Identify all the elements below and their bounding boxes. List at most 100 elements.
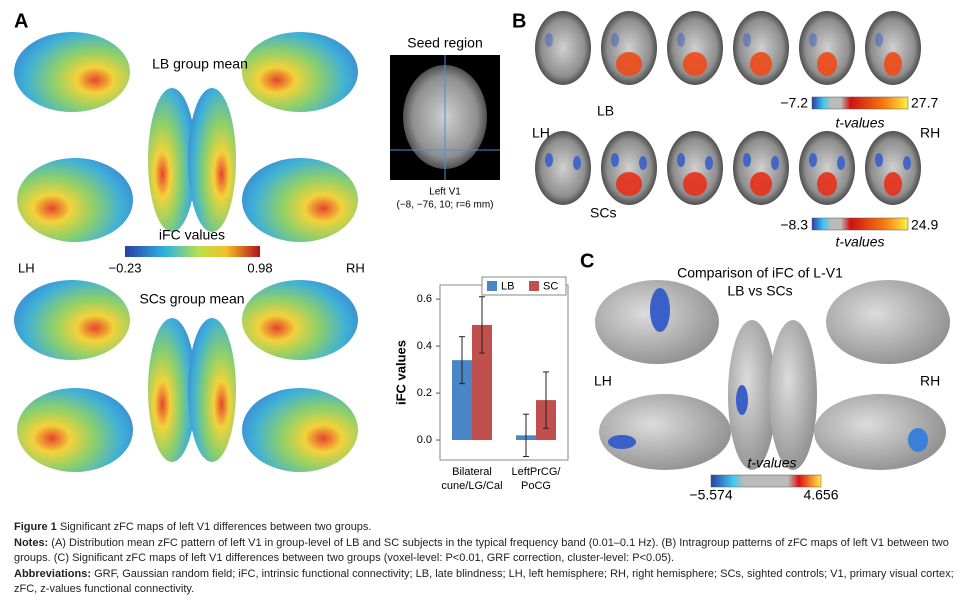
bar-chart: 0.0 0.2 0.4 0.6 iFC values Bilateral cune/LG/C…	[393, 276, 569, 492]
brain	[188, 88, 236, 232]
legend-label: SC	[543, 280, 558, 292]
group-title: SCs group mean	[139, 291, 244, 307]
cluster	[608, 435, 636, 449]
colorbar	[125, 246, 260, 257]
activation	[903, 156, 911, 170]
colorbar-max: 4.656	[803, 487, 838, 503]
activation	[875, 153, 883, 167]
caption-abbreviations: Abbreviations: GRF, Gaussian random fiel…	[14, 567, 954, 598]
figure-title: Significant zFC maps of left V1 differen…	[59, 521, 372, 533]
colorbar	[811, 217, 909, 231]
slice	[799, 131, 855, 205]
brain	[17, 158, 133, 242]
hemisphere-label: LH	[532, 125, 550, 141]
hemisphere-label: RH	[920, 125, 940, 141]
brain	[769, 320, 817, 470]
brain	[599, 394, 731, 470]
legend-swatch	[487, 281, 497, 291]
slice	[601, 131, 657, 205]
slice	[535, 11, 591, 85]
activation	[875, 33, 883, 47]
hemisphere-label: LH	[18, 260, 35, 275]
activation	[677, 33, 685, 47]
cluster	[650, 288, 670, 332]
group-label: SCs	[590, 205, 616, 221]
x-tick-label: PoCG	[521, 480, 551, 492]
brain	[242, 32, 358, 112]
caption: Figure 1 Significant zFC maps of left V1…	[14, 520, 954, 598]
legend-label: LB	[501, 280, 514, 292]
axial-slices	[535, 11, 921, 205]
panel-label: C	[580, 250, 594, 272]
x-tick-label: cune/LG/Cal	[441, 480, 502, 492]
cluster	[736, 385, 748, 415]
seed-caption: (−8, −76, 10; r=6 mm)	[397, 200, 494, 211]
notes-text: (A) Distribution mean zFC pattern of lef…	[14, 536, 949, 565]
colorbar-max: 27.7	[911, 95, 938, 111]
activation	[809, 153, 817, 167]
activation	[545, 153, 553, 167]
slice	[799, 11, 855, 85]
activation	[771, 156, 779, 170]
slice	[601, 11, 657, 85]
colorbar-title: t-values	[835, 234, 884, 250]
x-tick-label: Bilateral	[452, 466, 492, 478]
brain	[17, 388, 133, 472]
activation	[683, 52, 707, 76]
abbreviations-label: Abbreviations:	[14, 567, 92, 580]
brain	[814, 394, 946, 470]
activation	[616, 172, 642, 196]
activation	[817, 172, 837, 196]
panel-label: A	[14, 10, 28, 32]
notes-label: Notes:	[14, 536, 49, 549]
activation	[611, 153, 619, 167]
seed-caption: Left V1	[429, 187, 461, 198]
figure: A LB group mean SCs group mean iFC value…	[14, 10, 950, 503]
y-tick-label: 0.0	[417, 434, 432, 446]
activation	[616, 52, 642, 76]
activation	[837, 156, 845, 170]
activation	[743, 153, 751, 167]
brain	[14, 280, 130, 360]
slice	[667, 131, 723, 205]
brain	[242, 280, 358, 360]
colorbar-max: 0.98	[247, 260, 272, 275]
slice	[865, 11, 921, 85]
activation	[545, 33, 553, 47]
bar	[472, 324, 492, 441]
hemisphere-label: LH	[594, 373, 612, 389]
brain	[242, 388, 358, 472]
colorbar	[710, 474, 822, 488]
brain	[728, 320, 776, 470]
activation	[705, 156, 713, 170]
panel-title: LB vs SCs	[727, 283, 792, 299]
hemisphere-label: RH	[920, 373, 940, 389]
activation	[884, 172, 902, 196]
panel-c: C Comparison of iFC of L-V1 LB vs SCs LH…	[580, 250, 950, 503]
legend-box	[481, 276, 567, 296]
activation	[683, 172, 707, 196]
colorbar-max: 24.9	[911, 217, 938, 233]
brain-maps	[14, 32, 358, 472]
brain	[242, 158, 358, 242]
caption-title: Figure 1 Significant zFC maps of left V1…	[14, 520, 954, 536]
group-label: LB	[597, 103, 614, 119]
activation	[750, 172, 772, 196]
panel-title: Comparison of iFC of L-V1	[677, 265, 843, 281]
brain	[14, 32, 130, 112]
hemisphere-label: RH	[346, 260, 365, 275]
slice	[865, 131, 921, 205]
activation	[611, 33, 619, 47]
x-tick-label: LeftPrCG/	[512, 466, 562, 478]
group-title: LB group mean	[152, 56, 248, 72]
seed-title: Seed region	[407, 35, 483, 51]
y-tick-label: 0.2	[417, 387, 432, 399]
brain	[148, 88, 196, 232]
cluster	[908, 428, 928, 452]
colorbar-title: t-values	[835, 115, 884, 131]
colorbar-title: t-values	[747, 455, 796, 471]
slice	[733, 11, 789, 85]
y-axis-title: iFC values	[393, 340, 408, 405]
activation	[750, 52, 772, 76]
